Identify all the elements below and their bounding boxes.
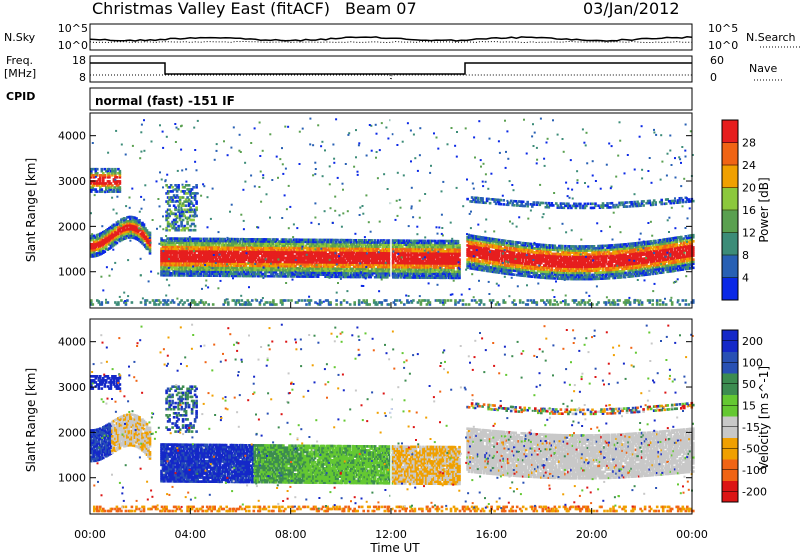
cpid-label: CPID — [6, 90, 35, 103]
colorbar-tick-label: 16 — [742, 204, 756, 217]
colorbar-segment — [722, 232, 738, 256]
colorbar-tick-label: 28 — [742, 137, 756, 150]
beam-label: Beam 07 — [345, 0, 417, 18]
colorbar-tick-label: 100 — [742, 356, 763, 369]
velocity-ylabel: Slant Range [km] — [24, 368, 38, 472]
nsky-tick-low: 10^0 — [58, 39, 88, 52]
freq-trace — [90, 62, 692, 75]
colorbar-tick-label: -200 — [742, 485, 767, 498]
power-panel: 1000 2000 3000 4000 Slant Range [km] — [24, 112, 695, 309]
colorbar-tick-label: 4 — [742, 272, 749, 285]
nsearch-trace — [89, 40, 693, 44]
date-label: 03/Jan/2012 — [583, 0, 680, 18]
nave-tick-high: 60 — [710, 54, 724, 67]
velocity-data — [90, 319, 695, 514]
colorbar-tick-label: -50 — [742, 442, 760, 455]
nsearch-tick-high: 10^5 — [708, 22, 738, 35]
colorbar-tick-label: 24 — [742, 159, 756, 172]
colorbar-tick-label: 50 — [742, 378, 756, 391]
power-ylabel: Slant Range [km] — [24, 158, 38, 262]
y-tick-label: 1000 — [58, 266, 86, 279]
velocity-y-axis: 1000 2000 3000 4000 — [58, 336, 692, 485]
x-tick-label: 00:00 — [676, 528, 708, 541]
y-tick-label: 3000 — [58, 381, 86, 394]
power-x-ticks — [89, 302, 693, 308]
velocity-cbar-label: Velocity [m s^-1] — [757, 366, 771, 470]
x-tick-label: 20:00 — [576, 528, 608, 541]
nave-trace — [90, 74, 692, 81]
power-data — [90, 113, 695, 308]
colorbar-tick-label: 20 — [742, 182, 756, 195]
x-tick-label: 12:00 — [375, 528, 407, 541]
colorbar-tick-label: -100 — [742, 464, 767, 477]
colorbar-tick-label: 15 — [742, 399, 756, 412]
y-tick-label: 3000 — [58, 175, 86, 188]
station-title: Christmas Valley East (fitACF) — [92, 0, 330, 18]
freq-label-line2: [MHz] — [4, 67, 36, 80]
colorbar-segment — [722, 210, 738, 233]
colorbar-segment — [722, 120, 738, 143]
colorbar-tick-label: 200 — [742, 335, 763, 348]
freq-tick-high: 18 — [72, 54, 86, 67]
time-x-axis: 00:00 04:00 08:00 12:00 16:00 20:00 00:00 — [74, 508, 708, 541]
colorbar-tick-label: 8 — [742, 249, 749, 262]
nsky-label: N.Sky — [4, 31, 36, 44]
nave-tick-low: 0 — [710, 71, 717, 84]
cpid-text: normal (fast) -151 IF — [95, 94, 235, 108]
y-tick-label: 4000 — [58, 130, 86, 143]
freq-tick-low: 8 — [79, 71, 86, 84]
y-tick-label: 2000 — [58, 220, 86, 233]
freq-label-line1: Freq. — [6, 54, 33, 67]
colorbar-tick-label: -15 — [742, 421, 760, 434]
cpid-panel: CPID normal (fast) -151 IF — [6, 87, 693, 111]
x-tick-label: 16:00 — [475, 528, 507, 541]
nsky-trace — [89, 36, 693, 42]
colorbar-segment — [722, 277, 738, 301]
colorbar-segment — [722, 142, 738, 166]
freq-panel: Freq. [MHz] 18 8 60 0 Nave — [4, 54, 782, 84]
y-tick-label: 2000 — [58, 426, 86, 439]
colorbar-segment — [722, 165, 738, 188]
y-tick-label: 4000 — [58, 336, 86, 349]
x-tick-label: 08:00 — [275, 528, 307, 541]
nsearch-label: N.Search — [746, 31, 796, 44]
y-tick-label: 1000 — [58, 472, 86, 485]
power-y-axis: 1000 2000 3000 4000 — [58, 130, 692, 279]
x-tick-label: 04:00 — [174, 528, 206, 541]
power-colorbar: 4 8 12 16 20 24 28 — [721, 119, 756, 301]
nsky-panel: N.Sky 10^5 10^0 10^5 10^0 N.Search — [4, 22, 800, 52]
colorbar-segment — [722, 187, 738, 211]
x-tick-label: 00:00 — [74, 528, 106, 541]
nave-label: Nave — [749, 62, 777, 75]
power-cbar-label: Power [dB] — [757, 177, 771, 242]
colorbar-segment — [722, 255, 738, 278]
nsky-tick-high: 10^5 — [58, 22, 88, 35]
nsearch-tick-low: 10^0 — [708, 39, 738, 52]
velocity-colorbar: 200 100 50 15 -15 -50 -100 -200 — [721, 329, 767, 503]
time-xlabel: Time UT — [369, 541, 420, 554]
colorbar-tick-label: 12 — [742, 227, 756, 240]
